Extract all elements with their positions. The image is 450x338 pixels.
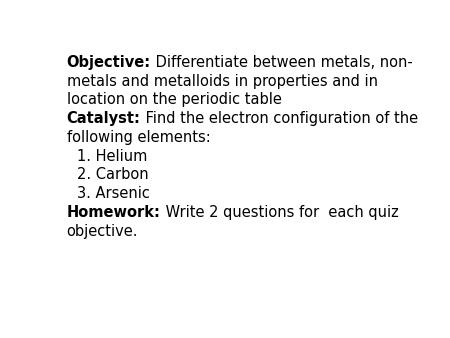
Text: 3. Arsenic: 3. Arsenic — [77, 186, 150, 201]
Text: Homework:: Homework: — [67, 205, 161, 220]
Text: Catalyst:: Catalyst: — [67, 111, 140, 126]
Text: location on the periodic table: location on the periodic table — [67, 92, 282, 107]
Text: objective.: objective. — [67, 223, 138, 239]
Text: Find the electron configuration of the: Find the electron configuration of the — [140, 111, 418, 126]
Text: Differentiate between metals, non-: Differentiate between metals, non- — [151, 55, 413, 70]
Text: metals and metalloids in properties and in: metals and metalloids in properties and … — [67, 74, 378, 89]
Text: Objective:: Objective: — [67, 55, 151, 70]
Text: Write 2 questions for  each quiz: Write 2 questions for each quiz — [161, 205, 398, 220]
Text: 1. Helium: 1. Helium — [77, 149, 148, 164]
Text: 2. Carbon: 2. Carbon — [77, 167, 149, 182]
Text: following elements:: following elements: — [67, 130, 211, 145]
